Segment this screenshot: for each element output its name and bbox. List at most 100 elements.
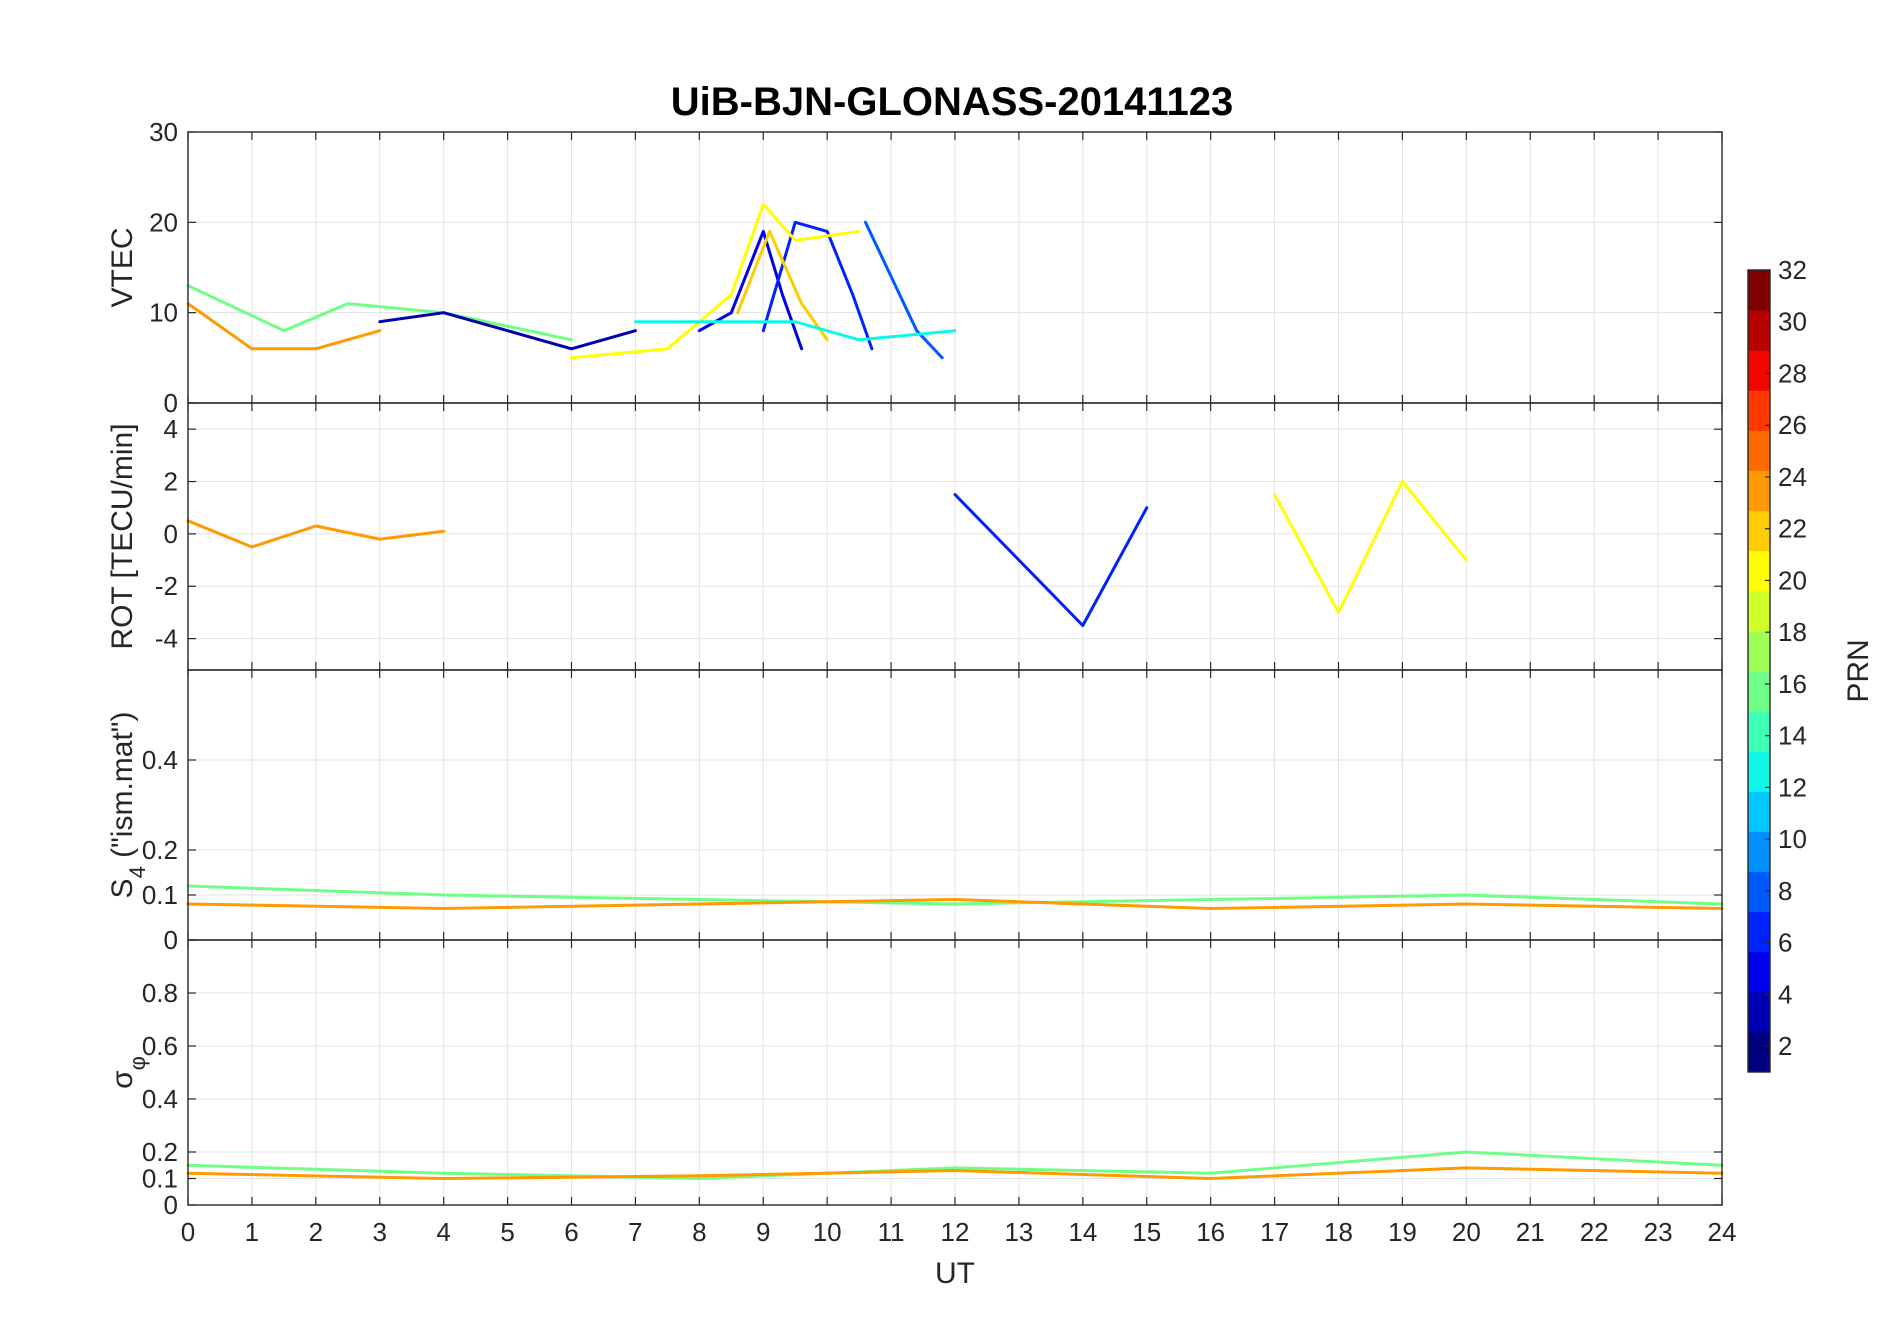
panel-rot: -4 -2 0 2 4 ROT [TECU/min]	[106, 402, 1723, 671]
axes-frame	[187, 939, 1723, 1206]
colorbar-segment	[1748, 630, 1770, 672]
y-tick-label: 0.2	[142, 835, 178, 865]
colorbar-segment	[1748, 791, 1770, 832]
colorbar-tick-label: 10	[1778, 824, 1807, 854]
colorbar-tick-label: 2	[1778, 1031, 1792, 1061]
x-tick-label: 15	[1132, 1217, 1161, 1247]
panel-s4: 0 0.1 0.2 0.4S4 ("ism.mat")	[106, 669, 1724, 955]
x-tick-label: 1	[245, 1217, 259, 1247]
colorbar-frame	[1747, 269, 1771, 1073]
series-line-prn-8	[864, 220, 944, 360]
x-axis-label: UT	[935, 1257, 975, 1290]
x-tick-label: 16	[1196, 1217, 1225, 1247]
y-axis-label: ROT [TECU/min]	[106, 423, 139, 649]
x-tick-label: 9	[756, 1217, 770, 1247]
y-tick-label: 20	[149, 207, 178, 237]
x-tick-label: 22	[1580, 1217, 1609, 1247]
y-tick-label: 0.4	[142, 745, 178, 775]
series-line-prn-4	[697, 229, 804, 351]
panel-vtec: 0 10 20 30 VTEC	[106, 117, 1723, 418]
series-line-prn-20	[570, 202, 861, 360]
colorbar-segment	[1748, 310, 1770, 351]
x-tick-label: 19	[1388, 1217, 1417, 1247]
y-axis-label: S4 ("ism.mat")	[106, 712, 150, 899]
y-tick-label: 0.2	[142, 1137, 178, 1167]
x-tick-label: 5	[500, 1217, 514, 1247]
colorbar-segment	[1748, 751, 1770, 792]
y-tick-label: 30	[149, 117, 178, 147]
x-tick-label: 6	[564, 1217, 578, 1247]
y-axis-label: σφ	[106, 1056, 150, 1089]
x-tick-label: 20	[1452, 1217, 1481, 1247]
series-line-prn-20	[1273, 480, 1468, 614]
colorbar-tick-label: 22	[1778, 514, 1807, 544]
colorbar-tick-label: 24	[1778, 462, 1807, 492]
series-line-prn-16	[186, 284, 573, 342]
x-tick-label: 17	[1260, 1217, 1289, 1247]
series-line-prn-24	[186, 1166, 1724, 1180]
x-tick-label: 14	[1068, 1217, 1097, 1247]
x-tick-label: 3	[373, 1217, 387, 1247]
y-tick-label: 0.6	[142, 1031, 178, 1061]
colorbar-tick-label: 18	[1778, 617, 1807, 647]
series-line-prn-6	[761, 220, 874, 351]
colorbar-segment	[1748, 1031, 1770, 1073]
colorbar-segment	[1748, 911, 1770, 953]
x-tick-label: 7	[628, 1217, 642, 1247]
y-tick-label: 0.1	[142, 1164, 178, 1194]
y-tick-label: 0	[164, 519, 178, 549]
series-line-prn-16	[186, 884, 1724, 906]
y-tick-label: 0	[164, 388, 178, 418]
colorbar-tick-label: 32	[1778, 255, 1807, 285]
colorbar-segment	[1748, 550, 1770, 592]
x-tick-label: 21	[1516, 1217, 1545, 1247]
colorbar-segment	[1748, 711, 1770, 752]
y-tick-label: 10	[149, 298, 178, 328]
series-line-prn-24	[186, 519, 446, 549]
colorbar-segment	[1748, 951, 1770, 993]
y-tick-label: 4	[164, 414, 178, 444]
colorbar-segment	[1748, 470, 1770, 512]
colorbar-segment	[1748, 590, 1770, 632]
colorbar-tick-label: 20	[1778, 565, 1807, 595]
series-line-prn-2	[378, 311, 637, 351]
x-tick-label: 10	[813, 1217, 842, 1247]
series-line-prn-6	[953, 493, 1149, 627]
x-tick-label: 18	[1324, 1217, 1353, 1247]
colorbar-tick-label: 8	[1778, 876, 1792, 906]
x-tick-label: 0	[181, 1217, 195, 1247]
series-line-prn-24	[186, 302, 382, 351]
colorbar-segment	[1748, 390, 1770, 431]
series-line-prn-22	[736, 229, 829, 342]
chart-title: UiB-BJN-GLONASS-20141123	[671, 80, 1233, 124]
colorbar-tick-label: 4	[1778, 979, 1792, 1009]
y-tick-label: 0	[164, 925, 178, 955]
y-axis-label: VTEC	[106, 227, 139, 307]
y-tick-label: 0.4	[142, 1084, 178, 1114]
colorbar-tick-label: 28	[1778, 358, 1807, 388]
colorbar-tick-label: 26	[1778, 410, 1807, 440]
x-tick-label: 23	[1644, 1217, 1673, 1247]
y-tick-label: 0.8	[142, 978, 178, 1008]
x-tick-label: 4	[436, 1217, 450, 1247]
series-line-prn-12	[633, 320, 957, 342]
series-line-prn-16	[186, 1150, 1724, 1180]
colorbar-segment	[1748, 510, 1770, 552]
colorbar-tick-label: 30	[1778, 307, 1807, 337]
colorbar-segment	[1748, 430, 1770, 471]
x-tick-label: 13	[1004, 1217, 1033, 1247]
series-line-prn-24	[186, 898, 1724, 910]
y-tick-label: 0.1	[142, 880, 178, 910]
x-tick-label: 12	[941, 1217, 970, 1247]
colorbar-segment	[1748, 671, 1770, 712]
colorbar-segment	[1748, 270, 1770, 311]
colorbar-tick-label: 6	[1778, 928, 1792, 958]
colorbar-segment	[1748, 350, 1770, 391]
colorbar-tick-label: 14	[1778, 721, 1807, 751]
y-tick-label: 0	[164, 1190, 178, 1220]
x-tick-label: 2	[309, 1217, 323, 1247]
